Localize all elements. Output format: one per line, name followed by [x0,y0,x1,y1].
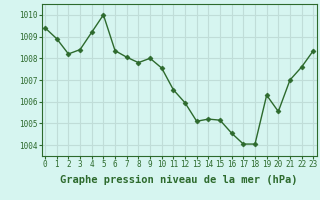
X-axis label: Graphe pression niveau de la mer (hPa): Graphe pression niveau de la mer (hPa) [60,175,298,185]
